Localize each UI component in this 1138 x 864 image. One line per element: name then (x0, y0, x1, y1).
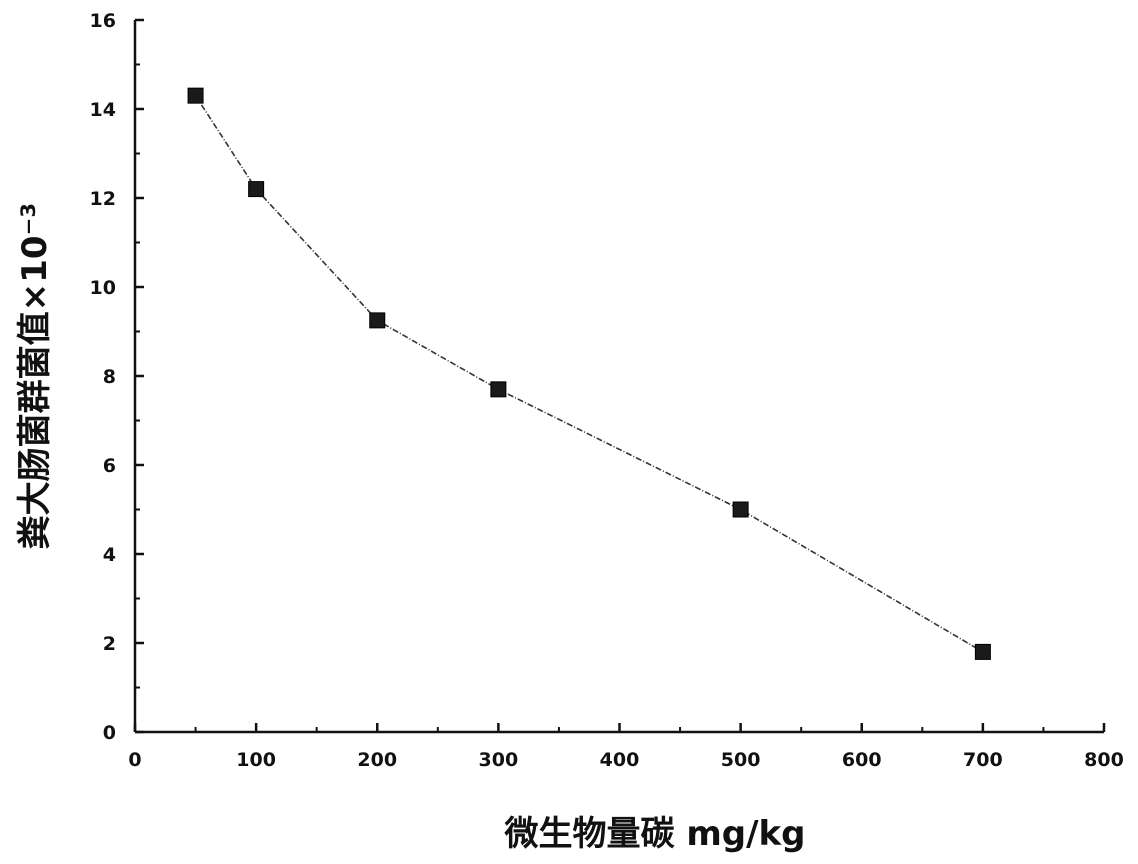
data-point-marker (732, 501, 749, 518)
axis-ticks: 0 100 200 300 400 500 600 700 800 0 2 4 6 8 10 12 14 16 (90, 10, 1124, 771)
x-axis-title: 微生物量碳 mg/kg (504, 814, 806, 854)
x-tick-label: 400 (600, 749, 640, 771)
y-tick-label: 2 (103, 633, 116, 655)
x-tick-label: 300 (479, 749, 519, 771)
x-tick-label: 700 (963, 749, 1003, 771)
axes (133, 20, 1104, 734)
x-tick-label: 800 (1084, 749, 1124, 771)
data-point-marker (490, 381, 507, 398)
x-tick-label: 200 (357, 749, 397, 771)
y-tick-label: 8 (103, 366, 116, 388)
y-tick-label: 4 (103, 544, 116, 566)
y-axis-title: 粪大肠菌群菌值×10⁻³ (15, 203, 55, 550)
data-series (187, 87, 991, 660)
y-tick-label: 0 (103, 722, 116, 744)
data-point-marker (248, 181, 265, 198)
x-tick-label: 500 (721, 749, 761, 771)
x-tick-label: 600 (842, 749, 882, 771)
y-tick-label: 14 (90, 99, 116, 121)
y-tick-label: 10 (90, 277, 116, 299)
y-tick-label: 6 (103, 455, 116, 477)
data-point-marker (974, 643, 991, 660)
data-point-marker (369, 312, 386, 329)
data-point-marker (187, 87, 204, 104)
y-tick-label: 16 (90, 10, 116, 32)
x-tick-label: 0 (128, 749, 141, 771)
y-tick-label: 12 (90, 188, 116, 210)
series-line (194, 95, 984, 653)
x-tick-label: 100 (236, 749, 276, 771)
